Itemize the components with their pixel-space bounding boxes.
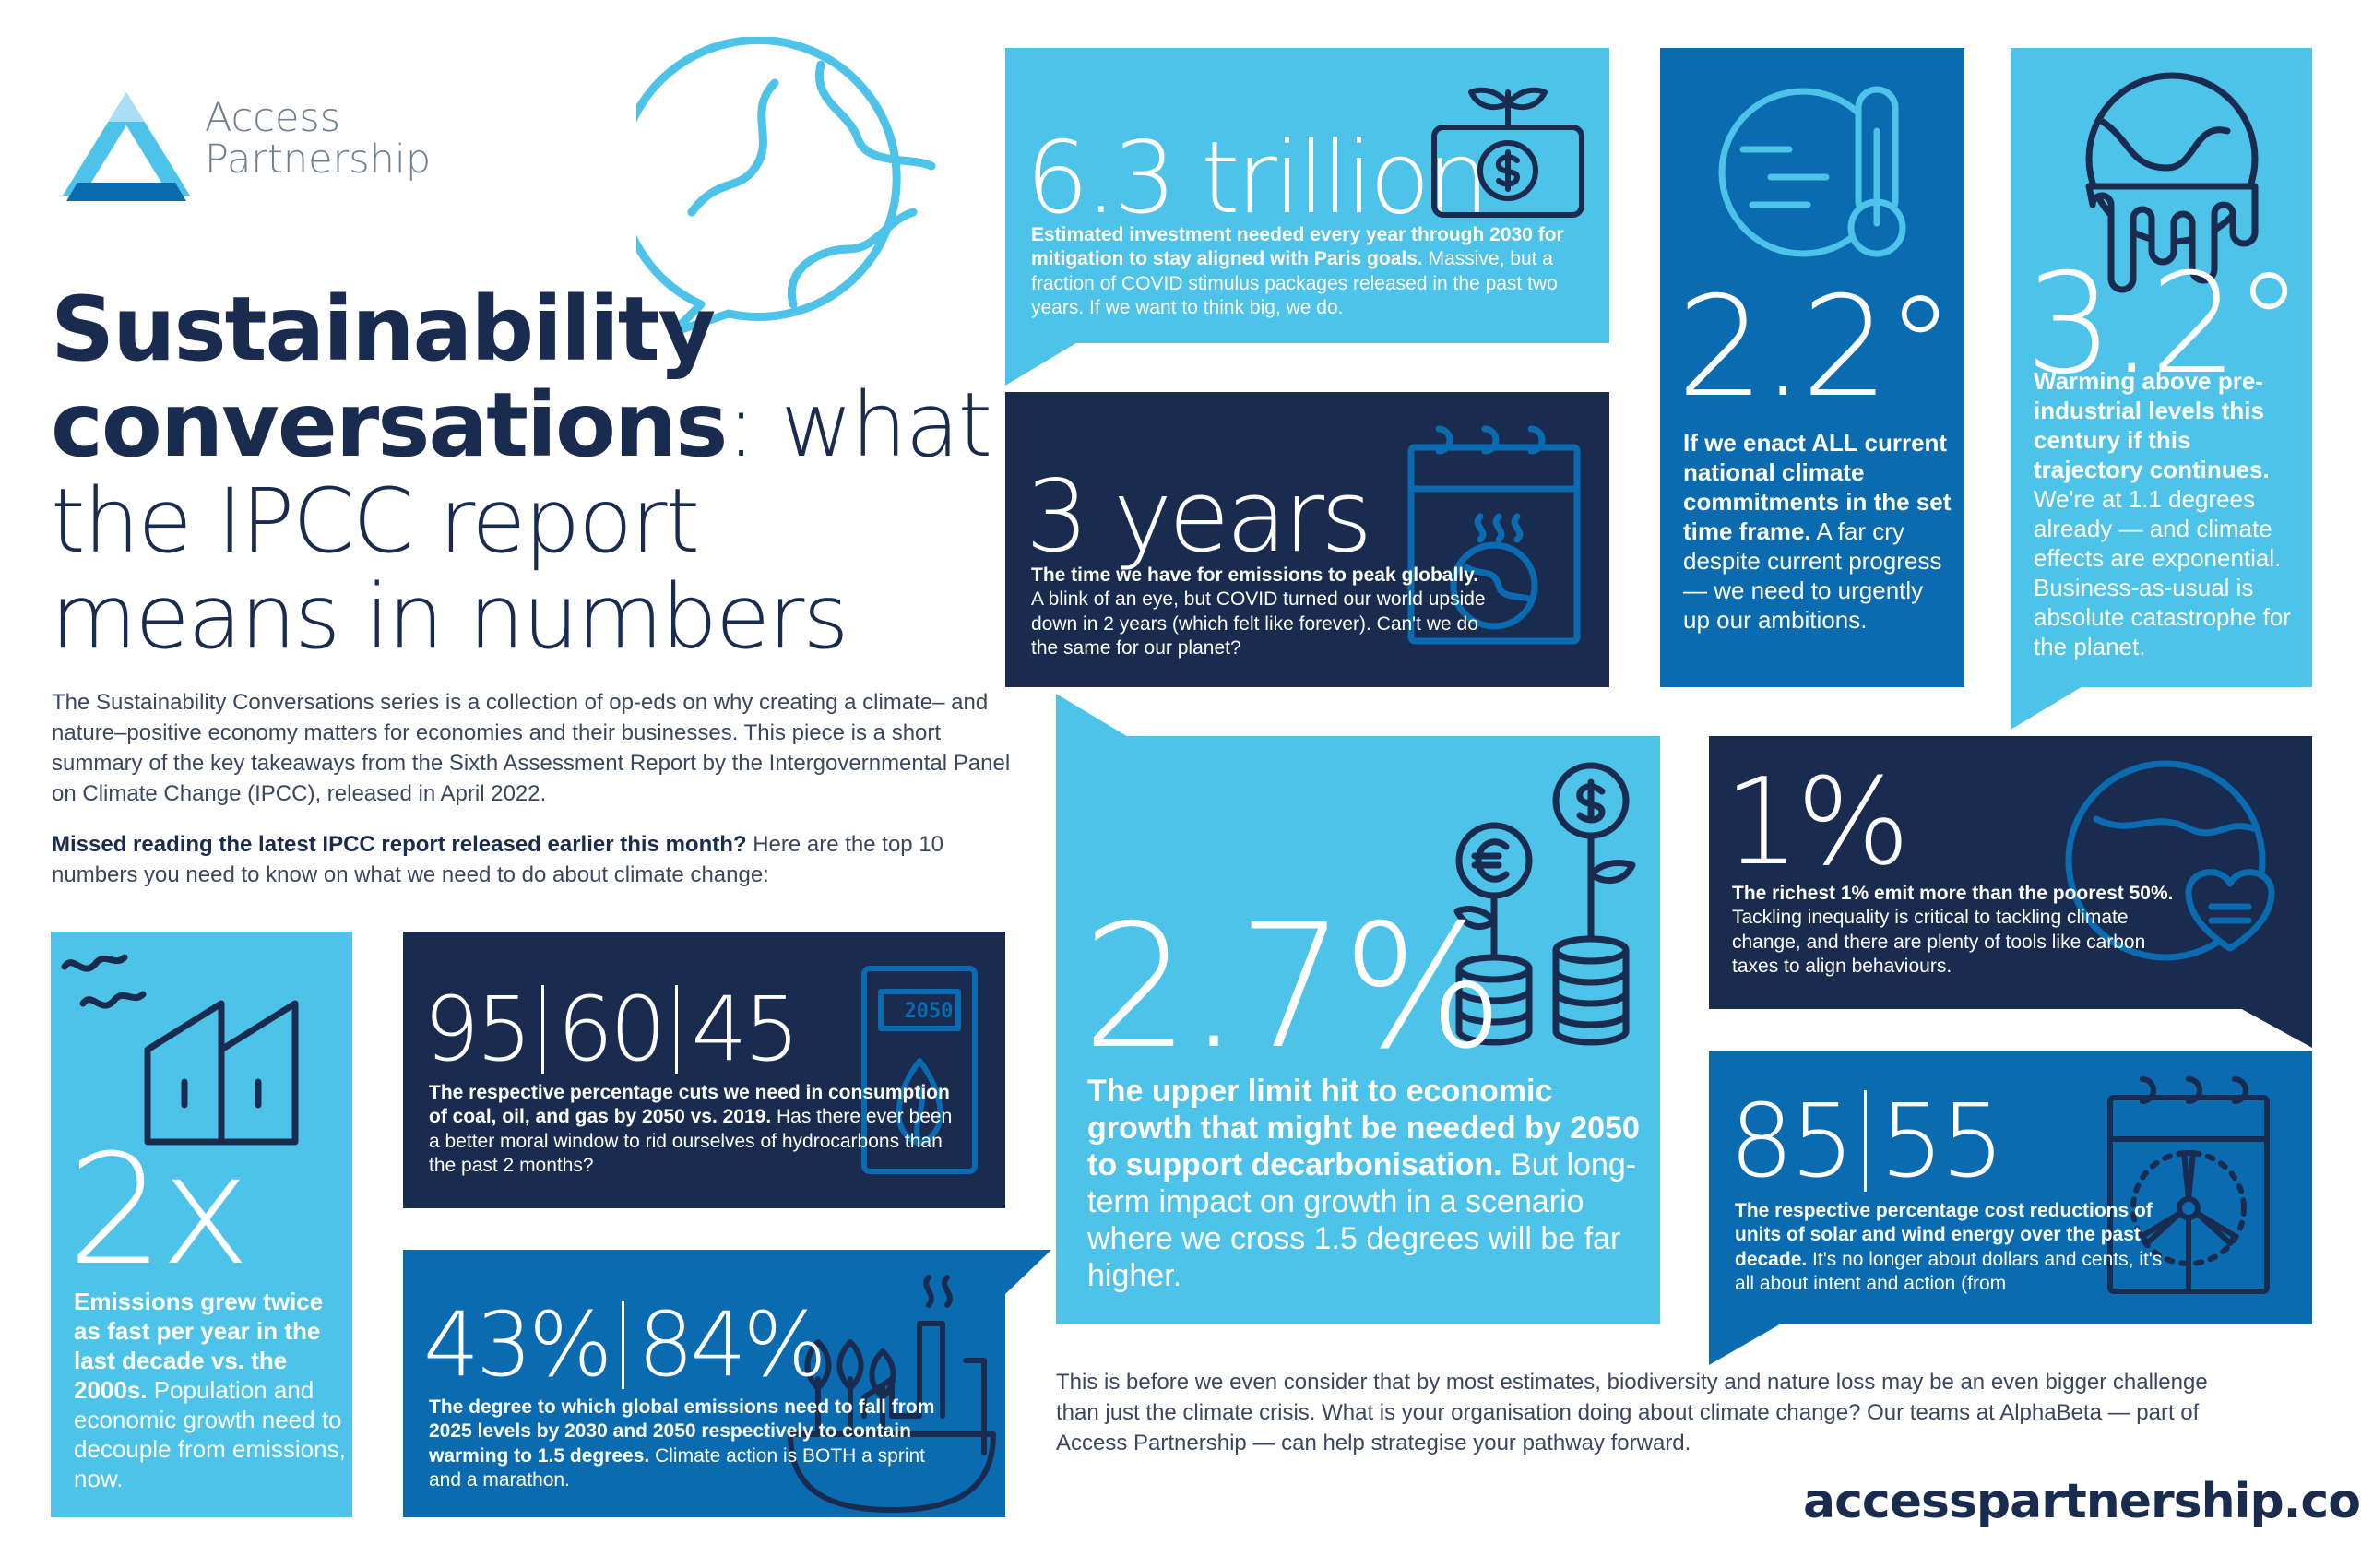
- closing-text: This is before we even consider that by …: [1056, 1370, 2208, 1455]
- figure-1-percent: 1%: [1724, 752, 1910, 892]
- figure-84-percent: 84%: [637, 1293, 826, 1396]
- tail-1-percent: [2238, 1007, 2312, 1048]
- tail-43-84: [1005, 1250, 1051, 1294]
- card-95-60-45: 2050 95 60 45 The respective percentage cu…: [403, 932, 1005, 1208]
- tail-3-2-degrees: [2011, 685, 2084, 730]
- globe-heart-icon: [2065, 760, 2275, 961]
- page-title: Sustainability conversations: what the I…: [51, 278, 992, 669]
- desc-1-percent: The richest 1% emit more than the poores…: [1732, 883, 2174, 977]
- fuel-2050-icon: [861, 966, 978, 1174]
- calendar-globe-icon: [1407, 425, 1581, 645]
- desc-3-years: The time we have for emissions to peak g…: [1031, 564, 1486, 659]
- desc-2x: Emissions grew twice as fast per year in…: [74, 1288, 346, 1492]
- figure-85: 85: [1729, 1082, 1855, 1200]
- figure-60: 60: [557, 978, 666, 1081]
- desc-43-84: The degree to which global emissions nee…: [429, 1396, 935, 1491]
- figures-43-84: 43% 84%: [423, 1301, 827, 1389]
- card-1-percent: 1% The richest 1% emit more than the poo…: [1709, 736, 2312, 1009]
- figure-6-3-trillion: 6.3 trillion: [1026, 121, 1489, 236]
- card-2-7-percent: 2.7% The upper limit hit to economic gro…: [1056, 736, 1660, 1324]
- card-43-84: 43% 84% The degree to which global emissi…: [403, 1250, 1005, 1517]
- figure-55: 55: [1879, 1082, 2005, 1200]
- intro-text: The Sustainability Conversations series …: [52, 690, 1011, 887]
- figure-2-7-percent: 2.7%: [1082, 887, 1504, 1087]
- industry-plants-icon: [788, 1275, 996, 1513]
- desc-2-7-percent: The upper limit hit to economic growth t…: [1087, 1074, 1640, 1293]
- tail-2-7-percent: [1056, 694, 1130, 738]
- figures-95-60-45: 95 60 45: [423, 985, 800, 1074]
- figures-85-55: 85 55: [1729, 1090, 2005, 1192]
- desc-2-2-degrees: If we enact ALL current national climate…: [1683, 429, 1952, 634]
- tail-3-years: [1536, 392, 1609, 393]
- card-6-3-trillion: 6.3 trillion Estimated investment needed…: [1005, 48, 1609, 343]
- card-2-2-degrees: 2.2° If we enact ALL current national cl…: [1660, 48, 1964, 687]
- globe-speech-icon: [636, 37, 936, 337]
- figure-45: 45: [691, 978, 800, 1081]
- figure-3-2-degrees: 3.2°: [2025, 244, 2304, 405]
- coin-plants-icon: [1453, 762, 1636, 1046]
- desc-3-2-degrees: Warming above pre-industrial levels this…: [2034, 367, 2291, 660]
- figure-2-2-degrees: 2.2°: [1677, 267, 1955, 428]
- figure-3-years: 3 years: [1026, 459, 1372, 575]
- tail-85-55: [1709, 1323, 1783, 1365]
- calendar-wind-turbine-icon: [2107, 1076, 2270, 1294]
- fuel-year-label: 2050: [904, 1000, 954, 1023]
- card-3-years: 3 years The time we have for emissions t…: [1005, 392, 1609, 687]
- figure-2x: 2x: [67, 1122, 251, 1299]
- figure-43-percent: 43%: [423, 1293, 612, 1396]
- website-link[interactable]: accesspartnership.com: [1803, 1474, 2361, 1529]
- card-2x: 2x Emissions grew twice as fast per year…: [51, 932, 352, 1517]
- tail-6-3-trillion: [1005, 341, 1079, 386]
- factory-icon: [61, 954, 299, 1146]
- brand-name: Access Partnership: [205, 95, 432, 184]
- card-85-55: 85 55 The respective percentage cost redu…: [1709, 1051, 2312, 1324]
- desc-6-3-trillion: Estimated investment needed every year t…: [1031, 224, 1564, 318]
- card-3-2-degrees: 3.2° Warming above pre-industrial levels…: [2011, 48, 2312, 687]
- access-partnership-logo: [63, 92, 190, 201]
- globe-thermometer-icon: [1718, 86, 1906, 257]
- money-plant-icon: [1431, 87, 1584, 218]
- brand-logo: Access Partnership: [57, 85, 431, 205]
- desc-95-60-45: The respective percentage cuts we need i…: [429, 1082, 953, 1176]
- figure-95: 95: [423, 978, 532, 1081]
- desc-85-55: The respective percentage cost reduction…: [1735, 1200, 2163, 1294]
- melting-globe-icon: [2085, 72, 2259, 293]
